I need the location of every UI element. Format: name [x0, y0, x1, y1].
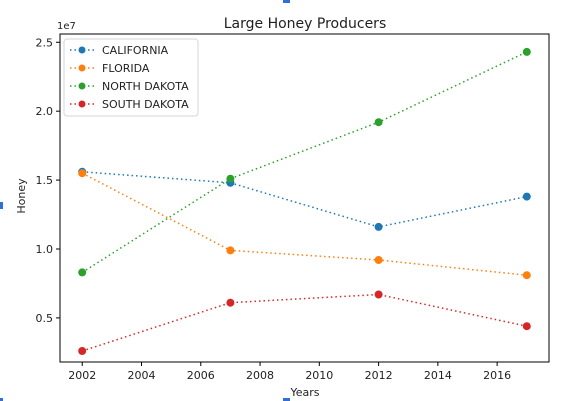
- legend-label: CALIFORNIA: [102, 44, 169, 57]
- data-point-florida: [226, 246, 234, 254]
- x-axis-label: Years: [289, 386, 319, 399]
- x-tick-label: 2010: [305, 369, 333, 382]
- data-point-south-dakota: [78, 347, 86, 355]
- data-point-florida: [523, 271, 531, 279]
- data-point-south-dakota: [226, 299, 234, 307]
- x-tick-label: 2006: [187, 369, 215, 382]
- legend-label: SOUTH DAKOTA: [102, 98, 189, 111]
- legend-marker: [79, 47, 86, 54]
- data-point-south-dakota: [523, 322, 531, 330]
- data-point-florida: [78, 169, 86, 177]
- y-axis-label: Honey: [15, 178, 28, 214]
- chart-title: Large Honey Producers: [224, 16, 386, 32]
- y-tick-label: 2.0: [36, 105, 54, 118]
- data-point-south-dakota: [375, 291, 383, 299]
- data-point-california: [375, 223, 383, 231]
- x-tick-label: 2004: [128, 369, 156, 382]
- legend-marker: [79, 83, 86, 90]
- legend-marker: [79, 101, 86, 108]
- data-point-north-dakota: [523, 48, 531, 56]
- x-tick-label: 2002: [68, 369, 96, 382]
- data-point-california: [523, 193, 531, 201]
- selection-handle-left: [0, 202, 3, 209]
- y-tick-label: 1.5: [36, 174, 54, 187]
- y-tick-label: 1.0: [36, 243, 54, 256]
- x-tick-label: 2016: [483, 369, 511, 382]
- selection-handle-top: [283, 0, 290, 3]
- x-tick-label: 2008: [246, 369, 274, 382]
- x-tick-label: 2012: [365, 369, 393, 382]
- legend-label: NORTH DAKOTA: [102, 80, 189, 93]
- legend-label: FLORIDA: [102, 62, 150, 75]
- y-tick-label: 2.5: [36, 36, 54, 49]
- data-point-north-dakota: [226, 175, 234, 183]
- data-point-north-dakota: [375, 118, 383, 126]
- y-axis-offset-label: 1e7: [57, 21, 76, 32]
- data-point-north-dakota: [78, 268, 86, 276]
- data-point-florida: [375, 256, 383, 264]
- y-tick-label: 0.5: [36, 312, 54, 325]
- legend: CALIFORNIA FLORIDA NORTH DAKOTA SOUTH DAKOT…: [64, 39, 198, 116]
- legend-marker: [79, 65, 86, 72]
- x-tick-label: 2014: [424, 369, 452, 382]
